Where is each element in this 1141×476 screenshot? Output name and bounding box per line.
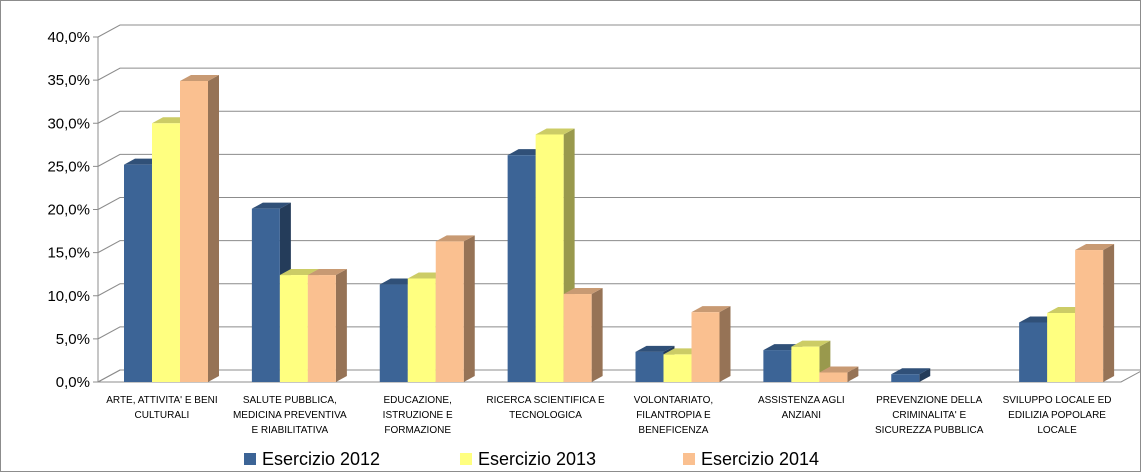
x-tick-label: EDUCAZIONE, ISTRUZIONE E FORMAZIONE xyxy=(383,395,453,436)
bar-front xyxy=(1047,313,1076,382)
bar-top xyxy=(180,74,219,81)
y-axis-ticks: 0,0% 5,0% 10,0% 15,0% 20,0% 25,0% 30,0% 35,0% 40… xyxy=(47,29,90,391)
y-tick-label: 5,0% xyxy=(56,331,90,348)
bar-front xyxy=(279,275,308,382)
y-tick-label: 10,0% xyxy=(47,288,90,305)
bar-side xyxy=(463,235,475,382)
bar xyxy=(819,366,859,382)
bar-front xyxy=(152,123,180,382)
x-tick-label: VOLONTARIATO, FILANTROPIA E BENEFICENZA xyxy=(634,395,713,436)
x-tick-label: SALUTE PUBBLICA, MEDICINA PREVENTIVA E RIA… xyxy=(233,395,347,436)
legend-item: Esercizio 2012 xyxy=(244,449,380,469)
bar-front xyxy=(379,284,408,382)
y-tick-label: 30,0% xyxy=(47,115,90,132)
gridline xyxy=(97,24,1141,38)
y-tick-label: 20,0% xyxy=(47,202,90,219)
bar-side xyxy=(847,366,859,382)
x-axis-labels: ARTE, ATTIVITA' E BENI CULTURALI SALUTE PU… xyxy=(106,395,1111,436)
bar-top xyxy=(819,366,859,373)
y-tick-label: 0,0% xyxy=(56,374,90,391)
bar-front xyxy=(535,134,564,382)
y-tick-label: 15,0% xyxy=(47,245,90,262)
bar xyxy=(180,74,219,383)
bar-front xyxy=(891,374,920,382)
gridline xyxy=(97,240,1141,254)
bar-side xyxy=(335,269,347,382)
gridline xyxy=(97,283,1141,297)
bar-front xyxy=(1075,250,1104,382)
gridline xyxy=(97,110,1141,124)
x-tick-label: PREVENZIONE DELLA CRIMINALITA' E SICUREZZA… xyxy=(875,395,984,436)
bar-top xyxy=(307,269,347,276)
x-tick-label: SVILUPPO LOCALE ED EDILIZIA POPOLARE LOCAL… xyxy=(1003,395,1112,436)
legend-swatch xyxy=(244,453,256,465)
bar-top xyxy=(791,340,831,347)
legend-item: Esercizio 2013 xyxy=(460,449,596,469)
bars xyxy=(124,74,1115,383)
bar xyxy=(563,288,603,382)
bar-top xyxy=(891,368,931,375)
bar-top xyxy=(691,306,731,313)
bar-front xyxy=(1019,322,1048,382)
x-tick-label: RICERCA SCIENTIFICA E TECNOLOGICA xyxy=(486,395,605,421)
bar-front xyxy=(819,372,848,382)
bar-front xyxy=(507,155,536,382)
bar xyxy=(435,235,475,382)
bar-side xyxy=(208,74,219,383)
bar-top xyxy=(279,269,319,276)
legend-label: Esercizio 2014 xyxy=(701,449,819,469)
bar-top xyxy=(1075,244,1115,251)
legend-label: Esercizio 2012 xyxy=(262,449,380,469)
gridline xyxy=(97,326,1141,340)
bar-front xyxy=(307,275,336,382)
bar-front xyxy=(124,164,152,382)
bar-top xyxy=(563,288,603,295)
bar-front xyxy=(763,350,792,382)
bar-side xyxy=(591,288,603,382)
bar-front xyxy=(663,354,692,382)
bar xyxy=(307,269,347,382)
bar-front xyxy=(635,351,664,382)
bar-front xyxy=(563,294,592,382)
bar-front xyxy=(407,278,436,382)
gridline xyxy=(97,153,1141,167)
legend: Esercizio 2012 Esercizio 2013 Esercizio 20… xyxy=(244,449,819,469)
bar-front xyxy=(435,241,464,382)
bar xyxy=(691,306,731,382)
bar-top xyxy=(635,345,675,352)
bar-front xyxy=(691,312,720,382)
gridlines xyxy=(93,24,1141,383)
y-tick-label: 35,0% xyxy=(47,72,90,89)
bar xyxy=(1075,244,1115,382)
bar xyxy=(891,368,931,382)
x-tick-label: ASSISTENZA AGLI ANZIANI xyxy=(758,395,845,421)
legend-label: Esercizio 2013 xyxy=(478,449,596,469)
bar-front xyxy=(791,346,820,382)
bar-top xyxy=(535,128,575,135)
y-tick-label: 25,0% xyxy=(47,158,90,175)
gridline xyxy=(97,67,1141,81)
bar-front xyxy=(180,80,208,383)
bar-side xyxy=(719,306,731,382)
bar-side xyxy=(1103,244,1115,382)
x-tick-label: ARTE, ATTIVITA' E BENI CULTURALI xyxy=(106,395,217,421)
y-tick-label: 40,0% xyxy=(47,29,90,46)
gridline xyxy=(97,197,1141,210)
bar-top xyxy=(251,202,291,209)
bar-front xyxy=(251,208,280,382)
bar-top xyxy=(435,235,475,242)
legend-item: Esercizio 2014 xyxy=(683,449,819,469)
bar-side xyxy=(919,368,931,382)
legend-swatch xyxy=(460,453,472,465)
legend-swatch xyxy=(683,453,695,465)
